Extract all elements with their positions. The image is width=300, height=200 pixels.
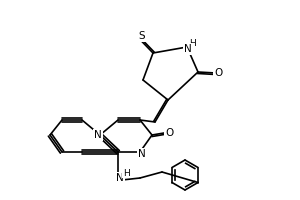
Text: H: H (123, 168, 129, 178)
Text: N: N (94, 130, 102, 140)
Text: N: N (138, 149, 146, 159)
Text: N: N (116, 173, 124, 183)
Text: O: O (165, 128, 173, 138)
Text: H: H (189, 38, 195, 47)
Text: N: N (184, 44, 192, 54)
Text: S: S (138, 31, 145, 41)
Text: O: O (214, 68, 223, 78)
